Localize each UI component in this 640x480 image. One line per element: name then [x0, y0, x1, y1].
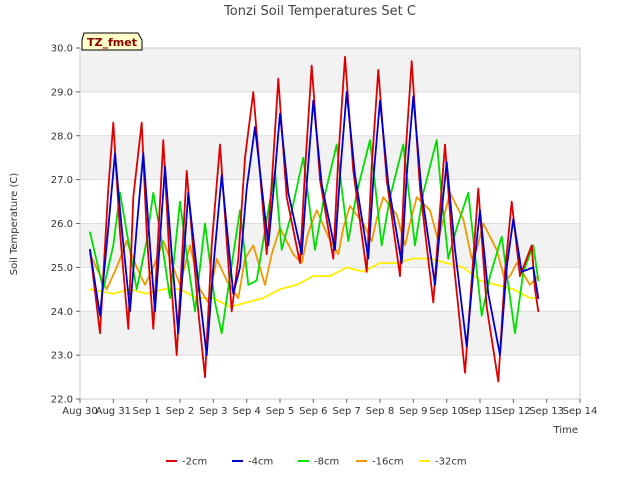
x-tick-label: Sep 2	[166, 406, 194, 417]
series-lines	[89, 55, 540, 383]
x-tick-label: Sep 13	[529, 406, 564, 417]
series-line-minus-4cm	[89, 91, 540, 357]
x-tick-label: Aug 31	[96, 406, 131, 417]
y-tick-label: 30.0	[51, 44, 73, 55]
y-axis-ticks: 22.0 23.0 24.0 25.0 26.0 27.0 28.0 29.0 30.0	[51, 44, 80, 406]
legend-label: -32cm	[435, 457, 467, 468]
y-axis-title: Soil Temperature (C)	[9, 173, 20, 276]
legend-label: -16cm	[372, 457, 404, 468]
x-tick-label: Sep 9	[399, 406, 427, 417]
x-tick-label: Sep 11	[463, 406, 498, 417]
legend-label: -4cm	[248, 457, 273, 468]
y-tick-label: 23.0	[51, 351, 73, 362]
badge-label: TZ_fmet	[87, 36, 137, 49]
grid-band	[80, 48, 580, 92]
x-tick-label: Sep 3	[199, 406, 227, 417]
chart-title: Tonzi Soil Temperatures Set C	[223, 4, 416, 19]
grid-bands	[80, 47, 580, 400]
station-badge: TZ_fmet	[81, 32, 143, 51]
grid-band	[80, 223, 580, 268]
series-line-minus-8cm	[89, 139, 540, 335]
legend-label: -2cm	[182, 457, 207, 468]
x-tick-label: Sep 10	[429, 406, 464, 417]
grid-band	[80, 311, 580, 356]
x-tick-label: Sep 8	[366, 406, 394, 417]
y-tick-label: 27.0	[51, 175, 73, 186]
grid-band	[80, 91, 580, 136]
x-tick-label: Sep 5	[266, 406, 294, 417]
y-tick-label: 26.0	[51, 219, 73, 230]
x-tick-label: Sep 6	[299, 406, 327, 417]
series-line-minus-16cm	[89, 191, 540, 304]
y-tick-label: 28.0	[51, 131, 73, 142]
x-tick-label: Sep 12	[496, 406, 531, 417]
x-tick-label: Aug 30	[62, 406, 97, 417]
y-tick-label: 22.0	[51, 395, 73, 406]
y-tick-label: 25.0	[51, 263, 73, 274]
x-axis-title: Time	[553, 425, 578, 436]
x-tick-label: Sep 1	[132, 406, 160, 417]
legend: -2cm -4cm -8cm -16cm -32cm	[166, 457, 467, 468]
grid-band	[80, 355, 580, 399]
x-tick-label: Sep 7	[332, 406, 360, 417]
x-tick-label: Sep 14	[563, 406, 598, 417]
y-tick-label: 24.0	[51, 307, 73, 318]
badge-box	[81, 32, 143, 51]
x-tick-label: Sep 4	[232, 406, 260, 417]
legend-label: -8cm	[314, 457, 339, 468]
y-tick-label: 29.0	[51, 87, 73, 98]
